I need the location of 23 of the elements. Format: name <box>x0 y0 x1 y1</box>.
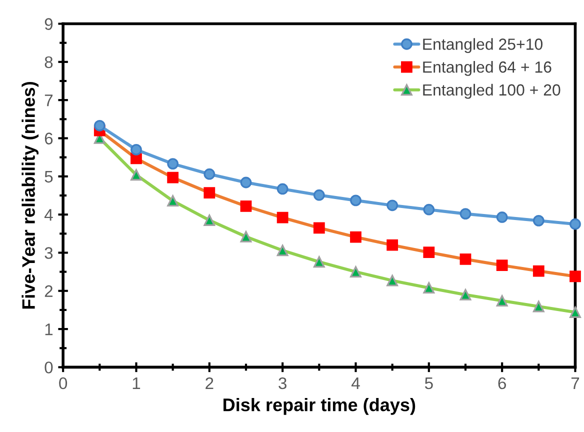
legend-label: Entangled 64 + 16 <box>423 61 552 76</box>
y-tick-label: 5 <box>44 170 53 183</box>
y-tick-label: 1 <box>45 324 53 336</box>
legend-label: Entangled 100 + 20 <box>423 84 560 99</box>
y-tick-label: 3 <box>44 247 53 259</box>
y-tick-label: 4 <box>44 209 53 221</box>
x-axis-title: Disk repair time (days) <box>224 398 416 415</box>
y-tick-label: 6 <box>44 132 53 144</box>
x-tick-label: 5 <box>424 378 433 390</box>
x-tick-label: 7 <box>571 378 580 389</box>
x-tick-label: 6 <box>498 377 506 390</box>
x-tick-label: 4 <box>351 378 360 389</box>
x-tick-label: 0 <box>59 377 68 390</box>
y-tick-label: 9 <box>44 18 53 30</box>
y-tick-label: 7 <box>44 94 53 106</box>
x-tick-label: 2 <box>206 377 214 389</box>
y-tick-label: 8 <box>44 56 53 68</box>
y-tick-label: 0 <box>44 362 53 374</box>
legend-label: Entangled 25+10 <box>423 38 542 54</box>
y-axis-title: Five-Year reliability (nines) <box>22 82 39 309</box>
x-tick-label: 3 <box>278 377 286 390</box>
x-tick-label: 1 <box>132 378 140 389</box>
y-tick-label: 2 <box>44 285 53 297</box>
